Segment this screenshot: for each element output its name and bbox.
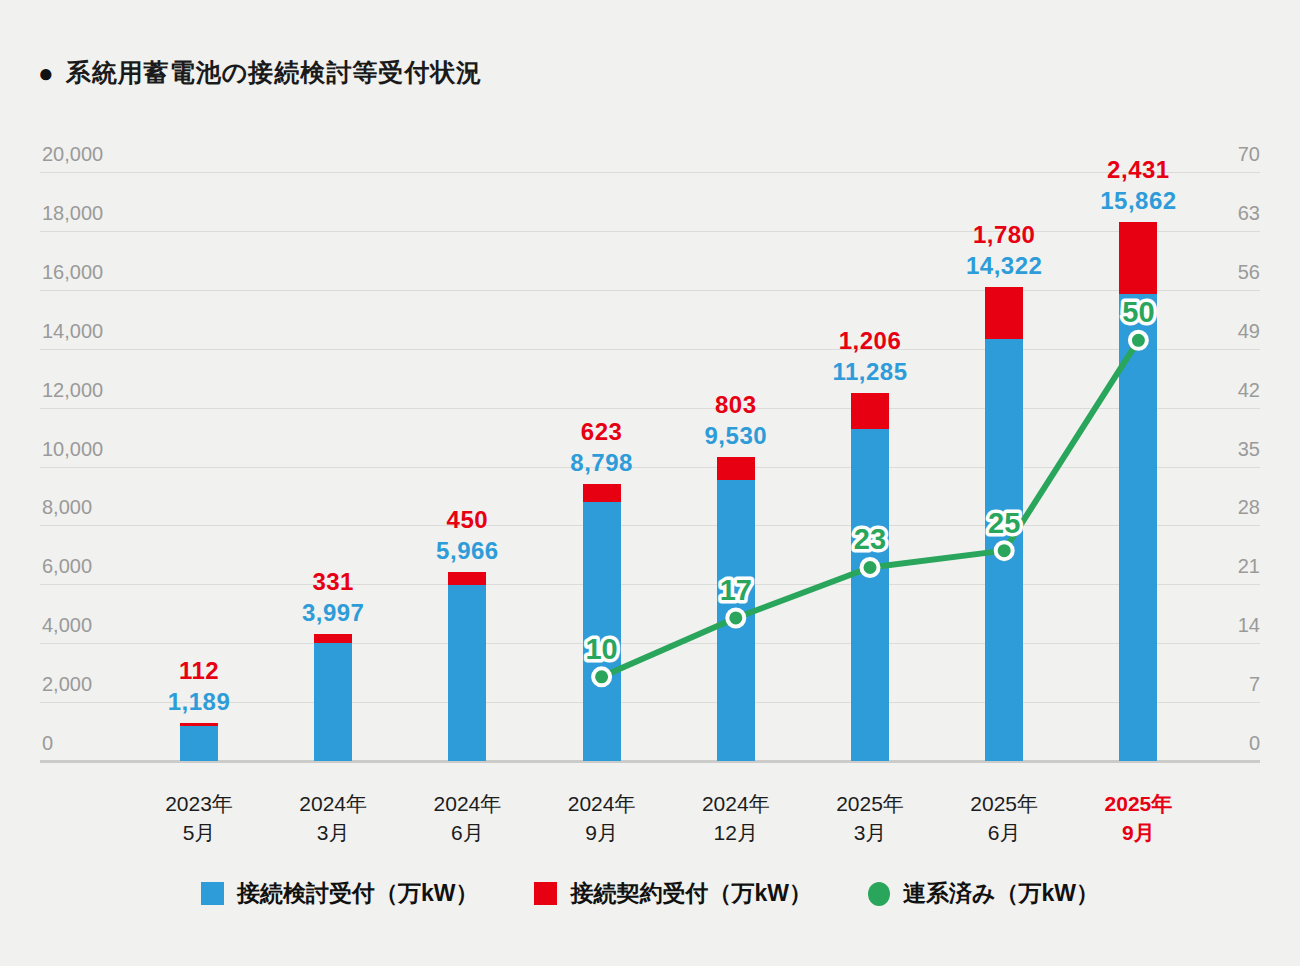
x-label-year: 2023年 — [124, 789, 274, 818]
x-axis-label: 2025年3月 — [795, 789, 945, 847]
legend-label-contract: 接続契約受付（万kW） — [570, 878, 812, 909]
contract-value-label: 112 — [119, 656, 279, 686]
review-value-label: 3,997 — [253, 598, 413, 628]
x-axis-label: 2025年6月 — [929, 789, 1079, 847]
y-axis-tick-left: 18,000 — [42, 201, 103, 225]
review-value-label: 5,966 — [387, 536, 547, 566]
chart-page: ● 系統用蓄電池の接続検討等受付状況 0 0 2,000 7 4,000 14 6,000 2… — [0, 0, 1300, 966]
y-axis-tick-right: 42 — [1170, 378, 1260, 402]
y-axis-tick-right: 7 — [1170, 672, 1260, 696]
review-value-label: 14,322 — [924, 251, 1084, 281]
gridline-h — [40, 525, 1260, 526]
contract-value-label: 1,780 — [924, 220, 1084, 250]
x-label-year: 2024年 — [258, 789, 408, 818]
y-axis-tick-left: 2,000 — [42, 672, 92, 696]
x-label-year: 2024年 — [527, 789, 677, 818]
x-axis-baseline — [40, 760, 1260, 763]
review-value-label: 9,530 — [656, 421, 816, 451]
bullet-icon: ● — [38, 60, 54, 86]
y-axis-tick-right: 0 — [1170, 731, 1260, 755]
gridline-h — [40, 643, 1260, 644]
x-label-month: 6月 — [392, 818, 542, 847]
bar-contract-segment — [583, 484, 621, 502]
review-value-label: 11,285 — [790, 357, 950, 387]
contract-value-label: 450 — [387, 505, 547, 535]
y-axis-tick-left: 6,000 — [42, 554, 92, 578]
y-axis-tick-left: 8,000 — [42, 495, 92, 519]
x-label-month: 6月 — [929, 818, 1079, 847]
bar-contract-segment — [985, 287, 1023, 339]
bar-contract-segment — [448, 572, 486, 585]
x-label-year: 2024年 — [661, 789, 811, 818]
legend-label-review: 接続検討受付（万kW） — [237, 878, 479, 909]
legend-item-connected: 連系済み（万kW） — [868, 878, 1099, 909]
y-axis-tick-left: 0 — [42, 731, 53, 755]
legend-label-connected: 連系済み（万kW） — [903, 878, 1099, 909]
x-label-year: 2024年 — [392, 789, 542, 818]
y-axis-tick-right: 28 — [1170, 495, 1260, 519]
bar-contract-segment — [1119, 222, 1157, 294]
x-axis-label: 2025年9月 — [1063, 789, 1213, 847]
bar-review-segment — [1119, 294, 1157, 761]
gridline-h — [40, 408, 1260, 409]
x-label-month: 9月 — [527, 818, 677, 847]
chart-legend: 接続検討受付（万kW） 接続契約受付（万kW） 連系済み（万kW） — [0, 878, 1300, 909]
bar-contract-segment — [180, 723, 218, 726]
x-label-month: 9月 — [1063, 818, 1213, 847]
chart-title-text: 系統用蓄電池の接続検討等受付状況 — [66, 56, 483, 89]
y-axis-tick-right: 35 — [1170, 437, 1260, 461]
legend-item-contract: 接続契約受付（万kW） — [534, 878, 812, 909]
review-value-label: 15,862 — [1058, 186, 1218, 216]
contract-value-label: 1,206 — [790, 326, 950, 356]
bar-review-segment — [448, 585, 486, 761]
gridline-h — [40, 584, 1260, 585]
x-axis-label: 2024年3月 — [258, 789, 408, 847]
gridline-h — [40, 290, 1260, 291]
x-label-year: 2025年 — [929, 789, 1079, 818]
gridline-h — [40, 349, 1260, 350]
x-label-month: 5月 — [124, 818, 274, 847]
x-axis-label: 2024年6月 — [392, 789, 542, 847]
y-axis-tick-right: 14 — [1170, 613, 1260, 637]
contract-legend-swatch-icon — [534, 882, 557, 905]
x-axis-label: 2024年9月 — [527, 789, 677, 847]
legend-item-review: 接続検討受付（万kW） — [201, 878, 479, 909]
connected-legend-swatch-icon — [868, 882, 890, 906]
y-axis-tick-left: 10,000 — [42, 437, 103, 461]
x-label-month: 12月 — [661, 818, 811, 847]
review-value-label: 8,798 — [522, 448, 682, 478]
bar-review-segment — [314, 643, 352, 761]
bar-review-segment — [985, 339, 1023, 761]
x-label-year: 2025年 — [795, 789, 945, 818]
bar-contract-segment — [717, 457, 755, 481]
review-value-label: 1,189 — [119, 687, 279, 717]
contract-value-label: 2,431 — [1058, 155, 1218, 185]
y-axis-tick-right: 21 — [1170, 554, 1260, 578]
y-axis-tick-right: 49 — [1170, 319, 1260, 343]
chart-title: ● 系統用蓄電池の接続検討等受付状況 — [38, 56, 482, 89]
x-label-month: 3月 — [258, 818, 408, 847]
x-label-year: 2025年 — [1063, 789, 1213, 818]
review-legend-swatch-icon — [201, 882, 224, 905]
x-axis-label: 2023年5月 — [124, 789, 274, 847]
x-axis-label: 2024年12月 — [661, 789, 811, 847]
y-axis-tick-left: 16,000 — [42, 260, 103, 284]
bar-review-segment — [717, 480, 755, 761]
bar-review-segment — [851, 429, 889, 761]
y-axis-tick-left: 12,000 — [42, 378, 103, 402]
bar-review-segment — [180, 726, 218, 761]
y-axis-tick-left: 4,000 — [42, 613, 92, 637]
bar-review-segment — [583, 502, 621, 761]
y-axis-tick-left: 14,000 — [42, 319, 103, 343]
bar-contract-segment — [851, 393, 889, 429]
x-label-month: 3月 — [795, 818, 945, 847]
contract-value-label: 803 — [656, 390, 816, 420]
y-axis-tick-right: 56 — [1170, 260, 1260, 284]
y-axis-tick-left: 20,000 — [42, 142, 103, 166]
bar-contract-segment — [314, 634, 352, 644]
contract-value-label: 331 — [253, 567, 413, 597]
